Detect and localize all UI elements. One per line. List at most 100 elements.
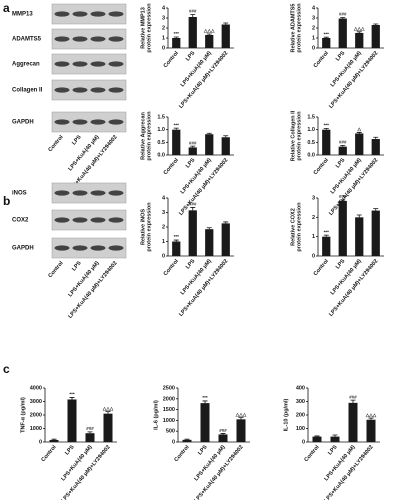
blot-image <box>51 28 127 50</box>
y-tick-label: 0 <box>312 253 315 259</box>
error-bar <box>105 411 111 414</box>
significance-label: ### <box>189 202 197 207</box>
blot-band <box>90 245 106 251</box>
y-axis-label: Relative Collagen II <box>290 110 296 161</box>
protein-label: GAPDH <box>12 120 34 126</box>
y-tick-label: 200 <box>296 412 305 418</box>
y-tick-label: 2000 <box>30 412 42 418</box>
error-bar <box>69 397 75 400</box>
y-tick-label: 1 <box>312 234 315 240</box>
error-bar <box>51 438 57 440</box>
error-bar <box>206 33 212 35</box>
y-tick-label: 0.5 <box>307 140 315 146</box>
error-bar <box>340 144 346 147</box>
blot-image <box>51 182 127 204</box>
error-bar <box>332 434 338 437</box>
blot-band <box>72 245 88 251</box>
blot-band <box>72 190 88 196</box>
bar <box>221 137 230 155</box>
protein-label: iNOS <box>12 191 27 197</box>
y-tick-label: 2 <box>162 224 165 230</box>
significance-label: *** <box>324 123 330 128</box>
bar <box>338 146 347 155</box>
y-tick-label: 0 <box>302 439 305 445</box>
protein-label: ADAMTS5 <box>12 37 42 43</box>
y-tick-label: 3 <box>162 15 165 21</box>
y-axis-label: Relative MMP13 <box>140 7 146 49</box>
significance-label: △△△ <box>353 26 365 31</box>
error-bar <box>87 431 93 434</box>
y-tick-label: 0.0 <box>157 152 165 158</box>
y-tick-label: 500 <box>166 429 175 435</box>
bar <box>200 403 210 442</box>
error-bar <box>202 400 208 404</box>
significance-label: ### <box>339 194 347 199</box>
y-tick-label: 3 <box>312 15 315 21</box>
bar <box>172 129 181 155</box>
bar <box>371 139 380 155</box>
significance-label: *** <box>174 122 180 127</box>
error-bar <box>314 435 320 437</box>
lane-label: LPS <box>71 134 83 146</box>
error-bar <box>190 207 196 211</box>
significance-label: ### <box>189 9 197 14</box>
significance-label: ### <box>339 140 347 145</box>
significance-label: *** <box>174 234 180 239</box>
panel-letter: b <box>3 194 10 208</box>
y-tick-label: 2000 <box>163 396 175 402</box>
significance-label: △△△ <box>102 406 114 411</box>
error-bar <box>190 14 196 17</box>
bar <box>188 147 197 155</box>
y-tick-label: 300 <box>296 399 305 405</box>
bar <box>103 413 113 442</box>
y-axis-label: protein expression <box>147 111 153 161</box>
x-tick-label: Control <box>313 258 330 277</box>
y-tick-label: 2500 <box>163 385 175 391</box>
bar <box>182 439 192 442</box>
protein-label: MMP13 <box>12 12 33 18</box>
error-bar <box>223 221 229 224</box>
y-tick-label: 1 <box>162 35 165 41</box>
blot-band <box>90 217 106 223</box>
y-tick-label: 2 <box>162 25 165 31</box>
y-tick-label: 0.0 <box>307 152 315 158</box>
significance-label: *** <box>202 395 208 400</box>
bar <box>205 134 214 155</box>
y-tick-label: 400 <box>296 385 305 391</box>
y-tick-label: 4000 <box>30 385 42 391</box>
significance-label: ### <box>339 12 347 17</box>
y-tick-label: 0.5 <box>157 140 165 146</box>
error-bar <box>323 36 329 38</box>
blot-band <box>54 87 70 93</box>
y-tick-label: 0 <box>39 439 42 445</box>
error-bar <box>373 23 379 25</box>
error-bar <box>173 36 179 38</box>
x-tick-label: Control <box>163 258 180 277</box>
significance-label: *** <box>69 392 75 397</box>
error-bar <box>356 132 362 134</box>
y-tick-label: 4 <box>162 195 166 201</box>
bar <box>67 399 77 442</box>
bar <box>218 434 228 442</box>
blot-image <box>51 111 127 133</box>
bar <box>371 25 380 48</box>
x-tick-label: LPS <box>185 157 197 169</box>
protein-label: GAPDH <box>12 246 34 252</box>
y-tick-label: 0 <box>312 45 315 51</box>
bar <box>172 241 181 256</box>
bar <box>366 419 376 442</box>
y-tick-label: 1 <box>312 35 315 41</box>
bar <box>172 38 181 48</box>
y-tick-label: 2 <box>312 25 315 31</box>
y-axis-label: protein expression <box>147 202 153 252</box>
y-axis-label: protein expression <box>297 3 303 53</box>
significance-label: *** <box>324 31 330 36</box>
bar <box>188 210 197 256</box>
bar <box>188 17 197 48</box>
y-axis-label: protein expression <box>297 202 303 252</box>
y-tick-label: 1000 <box>30 426 42 432</box>
blot-image <box>51 3 127 25</box>
blot-band <box>72 61 88 67</box>
protein-label: COX2 <box>12 218 29 224</box>
y-tick-label: 1 <box>162 239 165 245</box>
